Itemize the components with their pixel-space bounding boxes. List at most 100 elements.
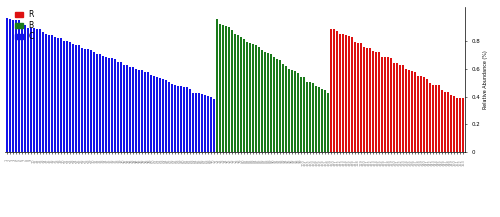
Bar bbox=[375, 52, 378, 152]
Bar bbox=[288, 69, 290, 152]
Bar bbox=[222, 25, 224, 152]
Bar bbox=[6, 18, 8, 152]
Bar bbox=[390, 58, 392, 152]
Bar bbox=[60, 38, 62, 152]
Bar bbox=[168, 82, 170, 152]
Bar bbox=[18, 20, 20, 152]
Bar bbox=[200, 94, 203, 152]
Bar bbox=[324, 90, 326, 152]
Bar bbox=[357, 43, 360, 152]
Bar bbox=[188, 89, 191, 152]
Bar bbox=[384, 57, 386, 152]
Bar bbox=[156, 77, 158, 152]
Bar bbox=[438, 85, 440, 152]
Legend: R, B, C: R, B, C bbox=[14, 9, 36, 43]
Bar bbox=[116, 62, 119, 152]
Bar bbox=[327, 93, 330, 152]
Bar bbox=[56, 38, 59, 152]
Bar bbox=[291, 70, 294, 152]
Bar bbox=[210, 97, 212, 152]
Bar bbox=[140, 70, 143, 152]
Bar bbox=[300, 77, 302, 152]
Bar bbox=[224, 26, 228, 152]
Bar bbox=[396, 63, 398, 152]
Bar bbox=[453, 96, 456, 152]
Bar bbox=[84, 49, 86, 152]
Bar bbox=[381, 57, 384, 152]
Bar bbox=[74, 45, 77, 152]
Bar bbox=[462, 99, 464, 152]
Bar bbox=[339, 34, 342, 152]
Bar bbox=[176, 85, 179, 152]
Bar bbox=[38, 29, 41, 152]
Bar bbox=[30, 28, 32, 152]
Bar bbox=[134, 69, 137, 152]
Bar bbox=[258, 47, 260, 152]
Bar bbox=[372, 51, 374, 152]
Bar bbox=[270, 54, 272, 152]
Y-axis label: Relative Abundance (%): Relative Abundance (%) bbox=[484, 50, 488, 108]
Bar bbox=[282, 64, 284, 152]
Bar bbox=[378, 52, 380, 152]
Bar bbox=[20, 23, 23, 152]
Bar bbox=[164, 80, 167, 152]
Bar bbox=[234, 34, 236, 152]
Bar bbox=[92, 52, 95, 152]
Bar bbox=[294, 71, 296, 152]
Bar bbox=[393, 62, 396, 152]
Bar bbox=[108, 58, 110, 152]
Bar bbox=[279, 60, 281, 152]
Bar bbox=[152, 76, 155, 152]
Bar bbox=[342, 34, 344, 152]
Bar bbox=[126, 65, 128, 152]
Bar bbox=[260, 50, 264, 152]
Bar bbox=[297, 73, 300, 152]
Bar bbox=[387, 57, 390, 152]
Bar bbox=[456, 98, 458, 152]
Bar bbox=[66, 41, 68, 152]
Bar bbox=[194, 93, 197, 152]
Bar bbox=[26, 28, 29, 152]
Bar bbox=[80, 48, 83, 152]
Bar bbox=[236, 35, 240, 152]
Bar bbox=[303, 77, 306, 152]
Bar bbox=[146, 72, 149, 152]
Bar bbox=[68, 42, 71, 152]
Bar bbox=[363, 47, 366, 152]
Bar bbox=[78, 45, 80, 152]
Bar bbox=[48, 35, 50, 152]
Bar bbox=[150, 75, 152, 152]
Bar bbox=[423, 77, 426, 152]
Bar bbox=[138, 70, 140, 152]
Bar bbox=[276, 59, 278, 152]
Bar bbox=[366, 48, 368, 152]
Bar bbox=[408, 70, 410, 152]
Bar bbox=[120, 62, 122, 152]
Bar bbox=[192, 93, 194, 152]
Bar bbox=[285, 66, 288, 152]
Bar bbox=[405, 69, 407, 152]
Bar bbox=[54, 37, 56, 152]
Bar bbox=[402, 65, 404, 152]
Bar bbox=[50, 35, 53, 152]
Bar bbox=[218, 24, 222, 152]
Bar bbox=[170, 84, 173, 152]
Bar bbox=[248, 43, 252, 152]
Bar bbox=[24, 25, 26, 152]
Bar bbox=[174, 85, 176, 152]
Bar bbox=[132, 67, 134, 152]
Bar bbox=[42, 32, 44, 152]
Bar bbox=[32, 28, 35, 152]
Bar bbox=[399, 65, 402, 152]
Bar bbox=[186, 87, 188, 152]
Bar bbox=[417, 76, 420, 152]
Bar bbox=[312, 82, 314, 152]
Bar bbox=[429, 83, 432, 152]
Bar bbox=[12, 20, 14, 152]
Bar bbox=[104, 57, 107, 152]
Bar bbox=[306, 82, 308, 152]
Bar bbox=[411, 71, 414, 152]
Bar bbox=[240, 37, 242, 152]
Bar bbox=[459, 98, 462, 152]
Bar bbox=[228, 27, 230, 152]
